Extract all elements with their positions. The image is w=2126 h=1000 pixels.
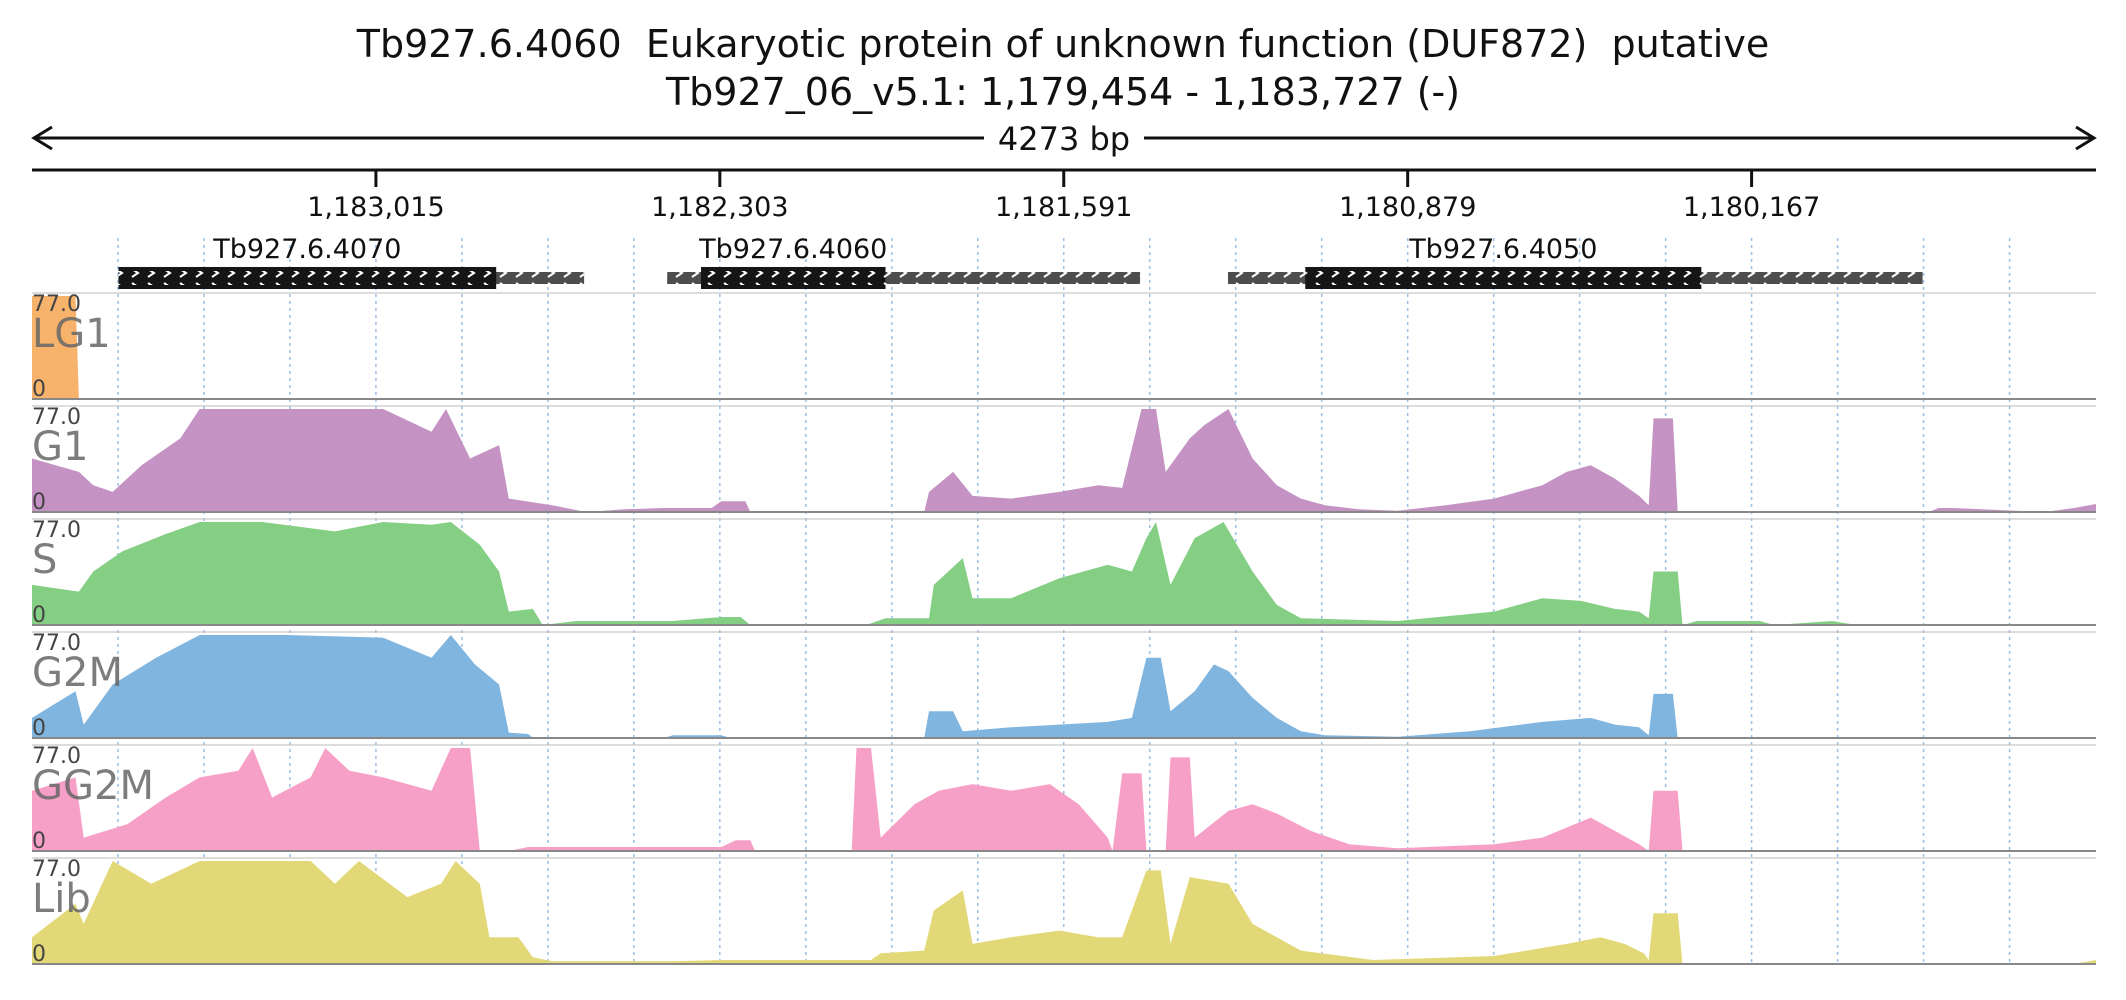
coverage-area xyxy=(32,635,2096,738)
span-arrow-right xyxy=(2075,125,2097,151)
coverage-area xyxy=(32,522,2096,625)
axis-tick-label: 1,180,167 xyxy=(1683,192,1820,223)
axis-tick-label: 1,180,879 xyxy=(1339,192,1476,223)
axis-tick-label: 1,183,015 xyxy=(307,192,444,223)
span-arrow-left xyxy=(31,125,53,151)
coverage-area xyxy=(32,748,2096,851)
coverage-area xyxy=(32,296,2096,399)
track-name: S xyxy=(32,537,57,583)
y-max-label: 77.0 xyxy=(32,518,81,543)
y-min-label: 0 xyxy=(32,942,46,967)
coverage-tracks: LG177.00G177.00S77.00G2M77.00GG2M77.00Li… xyxy=(32,292,2096,967)
gene-label: Tb927.6.4050 xyxy=(1408,234,1597,265)
chart-title: Tb927.6.4060 Eukaryotic protein of unkno… xyxy=(356,22,1770,66)
gene-cds-direction xyxy=(118,271,497,285)
gene-label: Tb927.6.4070 xyxy=(212,234,401,265)
coordinate-axis: 1,183,015 1,182,303 1,181,591 1,180,879 1,18… xyxy=(32,168,2096,223)
gene-cds-direction xyxy=(1305,271,1702,285)
coverage-area xyxy=(32,861,2096,964)
span-label-bg xyxy=(984,118,1144,156)
gene-annotations: Tb927.6.4070 Tb927.6.4060 Tb927.6.4050 xyxy=(118,234,1923,289)
track-name: G1 xyxy=(32,424,88,470)
chart-subtitle: Tb927_06_v5.1: 1,179,454 - 1,183,727 (-) xyxy=(665,70,1461,114)
gene-cds-direction xyxy=(701,271,886,285)
axis-tick-label: 1,181,591 xyxy=(995,192,1132,223)
axis-tick-label: 1,182,303 xyxy=(651,192,788,223)
track-name: Lib xyxy=(32,876,91,922)
y-min-label: 0 xyxy=(32,716,46,741)
y-min-label: 0 xyxy=(32,377,46,402)
coverage-area xyxy=(32,409,2096,512)
span-ruler: 4273 bp xyxy=(31,118,2097,158)
y-min-label: 0 xyxy=(32,490,46,515)
y-max-label: 77.0 xyxy=(32,631,81,656)
span-label: 4273 bp xyxy=(998,120,1130,158)
y-min-label: 0 xyxy=(32,829,46,854)
gene-label: Tb927.6.4060 xyxy=(698,234,887,265)
y-max-label: 77.0 xyxy=(32,405,81,430)
track-name: G2M xyxy=(32,650,123,696)
track-s: S77.0 0 xyxy=(32,518,2096,628)
track-name: LG1 xyxy=(32,311,111,357)
y-max-label: 77.0 xyxy=(32,292,81,317)
track-name: GG2M xyxy=(32,763,154,809)
y-max-label: 77.0 xyxy=(32,857,81,882)
y-max-label: 77.0 xyxy=(32,744,81,769)
y-min-label: 0 xyxy=(32,603,46,628)
